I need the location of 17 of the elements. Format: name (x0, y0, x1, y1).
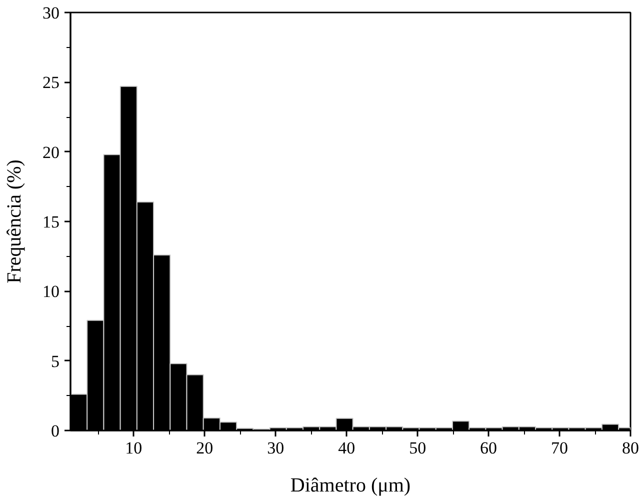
x-tick-label: 70 (551, 438, 568, 458)
y-tick-label: 5 (51, 352, 60, 371)
x-axis-title: Diâmetro (μm) (290, 474, 411, 496)
y-axis-title: Frequência (%) (4, 160, 26, 284)
x-tick-label: 80 (622, 438, 639, 458)
x-tick-label: 50 (409, 438, 426, 458)
x-tick-label: 20 (196, 438, 214, 458)
x-tick-label: 30 (267, 438, 284, 458)
y-tick-label: 0 (51, 422, 60, 440)
x-tick-label: 40 (338, 438, 356, 458)
y-tick-label: 10 (42, 282, 60, 302)
y-tick-label: 15 (42, 212, 60, 232)
y-tick-label: 25 (42, 73, 60, 92)
y-tick-label: 20 (42, 142, 60, 162)
y-tick-label: 30 (42, 4, 60, 22)
x-tick-label: 10 (125, 438, 142, 458)
x-tick-label: 60 (480, 438, 498, 458)
